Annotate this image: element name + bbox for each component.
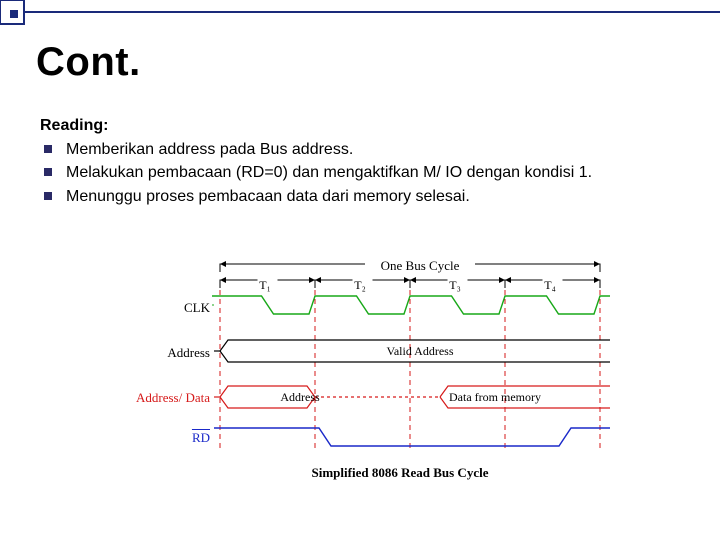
clk-label: CLK <box>90 300 210 316</box>
t2-label: T₂ <box>350 278 370 293</box>
list-item: Memberikan address pada Bus address. <box>40 139 680 161</box>
content: Reading: Memberikan address pada Bus add… <box>40 115 680 209</box>
bus-cycle-label: One Bus Cycle <box>370 258 470 274</box>
page-title: Cont. <box>36 40 141 85</box>
ad-addr-label: Address <box>260 390 340 405</box>
addr-valid-label: Valid Address <box>365 344 475 359</box>
addr-data-label: Address/ Data <box>85 390 210 406</box>
t4-label: T₄ <box>540 278 560 293</box>
heading: Reading: <box>40 115 680 137</box>
timing-diagram: CLK Address Address/ Data RD One Bus Cyc… <box>120 260 620 500</box>
ad-data-label: Data from memory <box>420 390 570 405</box>
header-rule <box>60 11 720 13</box>
address-label: Address <box>90 345 210 361</box>
rd-label: RD <box>90 430 210 446</box>
list-item: Melakukan pembacaan (RD=0) dan mengaktif… <box>40 162 680 184</box>
t3-label: T₃ <box>445 278 465 293</box>
diagram-caption: Simplified 8086 Read Bus Cycle <box>270 465 530 481</box>
t1-label: T₁ <box>255 278 275 293</box>
corner-decoration <box>0 0 60 26</box>
bullet-list: Memberikan address pada Bus address. Mel… <box>40 139 680 208</box>
list-item: Menunggu proses pembacaan data dari memo… <box>40 186 680 208</box>
